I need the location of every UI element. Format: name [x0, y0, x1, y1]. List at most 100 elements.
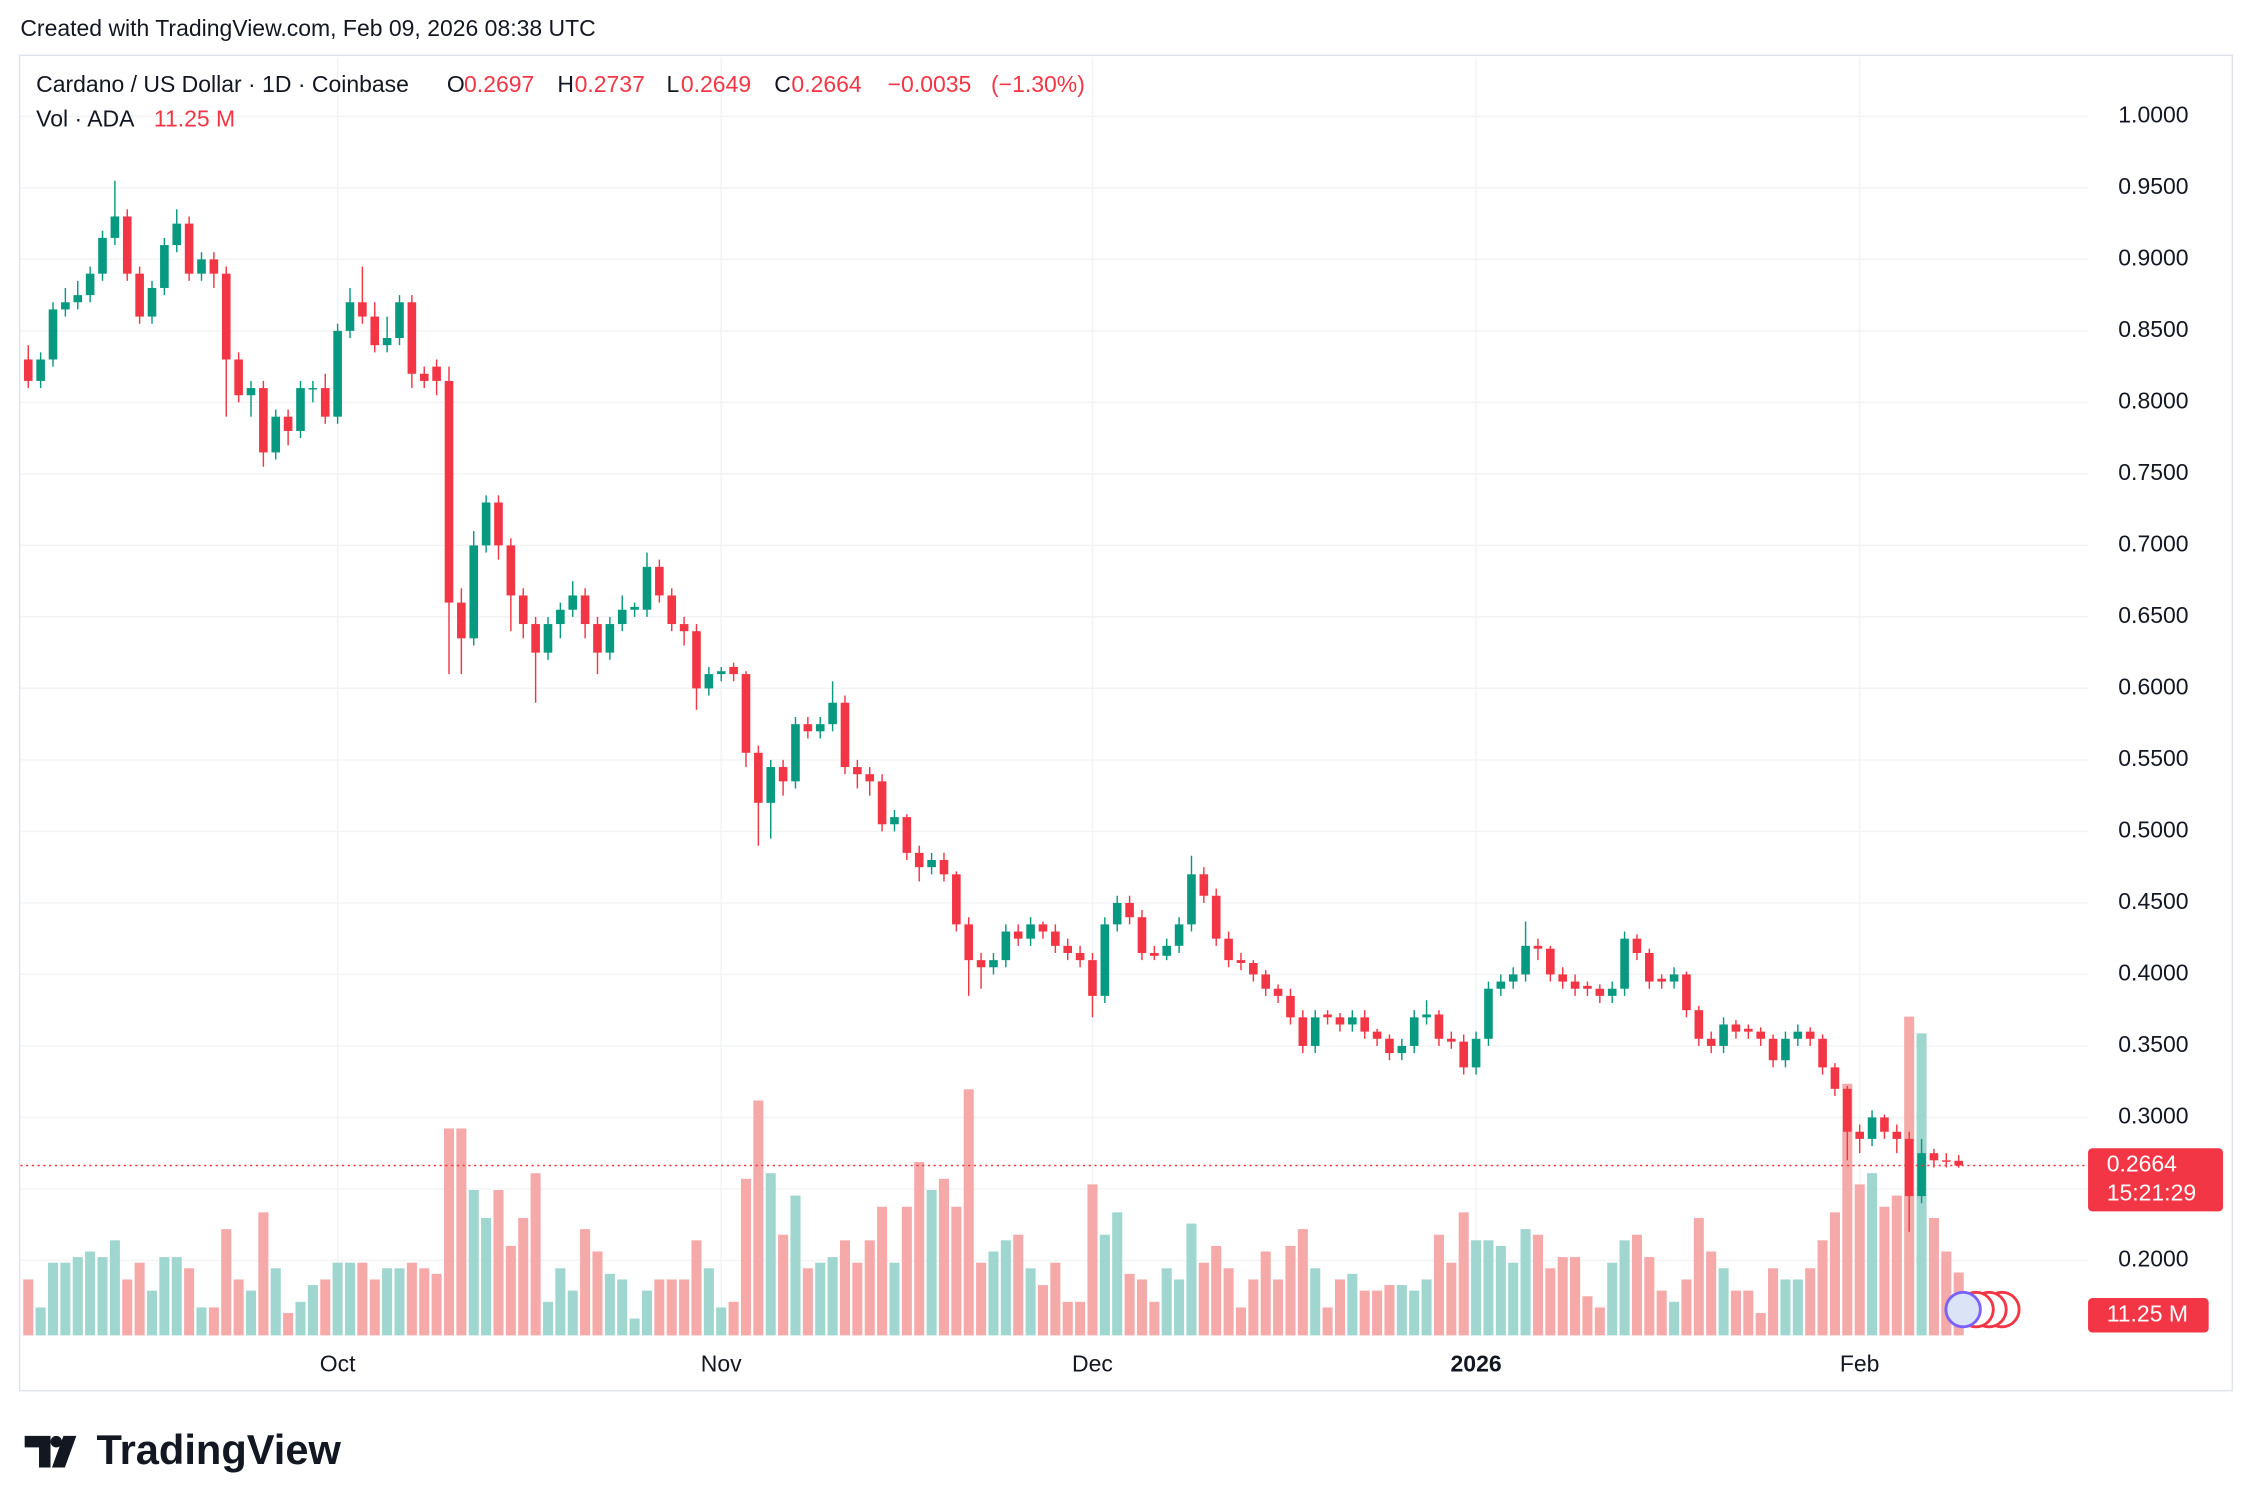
candle-body	[296, 388, 305, 431]
price-pane	[20, 180, 2089, 1232]
candle-body	[1249, 962, 1258, 975]
candle-body	[23, 359, 33, 381]
volume-bar	[468, 1189, 479, 1336]
candle-body	[617, 609, 627, 625]
volume-bar	[1508, 1262, 1519, 1336]
volume-bar	[1594, 1307, 1605, 1336]
candle-body	[469, 545, 479, 639]
candle-body	[1645, 952, 1654, 982]
volume-bar	[283, 1313, 294, 1336]
candle-body	[444, 380, 454, 603]
y-tick-label: 0.8000	[2118, 387, 2188, 413]
candle-body	[345, 302, 355, 331]
volume-bar	[765, 1173, 776, 1336]
y-tick-label: 0.5500	[2118, 745, 2188, 771]
candle-body	[791, 724, 800, 782]
volume-bar	[518, 1217, 529, 1336]
candle-body	[1447, 1038, 1456, 1042]
volume-bar	[1545, 1268, 1556, 1336]
volume-bar	[270, 1268, 281, 1336]
candle-body	[1298, 1017, 1308, 1046]
legend: Cardano / US Dollar · 1D · Coinbase O 0.…	[36, 71, 1085, 131]
candle-body	[395, 302, 404, 339]
y-tick-label: 0.9500	[2118, 173, 2188, 199]
volume-bar	[530, 1173, 541, 1336]
volume-bar	[1743, 1290, 1754, 1336]
volume-bar	[580, 1229, 591, 1336]
candle-body	[655, 566, 664, 596]
volume-bar	[728, 1301, 739, 1336]
candle-body	[1187, 874, 1196, 925]
candle-body	[457, 602, 466, 639]
high-value: 0.2737	[575, 71, 645, 97]
volume-bar	[481, 1217, 492, 1336]
volume-bar	[1829, 1212, 1840, 1336]
candle-body	[556, 609, 565, 625]
volume-bar	[1805, 1268, 1816, 1336]
volume-bar	[1124, 1273, 1135, 1336]
candle-body	[1744, 1028, 1753, 1032]
low-label: L	[667, 71, 680, 97]
volume-bar	[592, 1251, 603, 1336]
candle-body	[1880, 1117, 1889, 1132]
volume-bar	[307, 1285, 318, 1336]
volume-bar	[1867, 1173, 1878, 1336]
candle-body	[209, 259, 219, 274]
volume-bar	[184, 1268, 195, 1336]
candle-body	[1273, 988, 1283, 996]
candle-body	[914, 852, 924, 868]
candle-body	[1570, 981, 1580, 989]
candle-body	[419, 373, 429, 381]
y-tick-label: 0.3000	[2118, 1102, 2188, 1128]
high-label: H	[557, 71, 574, 97]
candle-body	[1013, 931, 1023, 939]
candle-body	[1150, 952, 1159, 956]
candle-body	[568, 595, 578, 610]
volume-bar	[827, 1257, 838, 1336]
candle-body	[1385, 1038, 1394, 1054]
candle-body	[815, 724, 825, 732]
candle-body	[1954, 1160, 1963, 1166]
candle-body	[61, 302, 70, 310]
volume-bar	[1037, 1285, 1048, 1336]
candle-body	[98, 237, 107, 274]
volume-bar	[1347, 1273, 1358, 1336]
volume-bar	[1013, 1234, 1024, 1336]
volume-bar	[963, 1089, 974, 1336]
candle-body	[1335, 1017, 1345, 1025]
y-tick-label: 0.6000	[2118, 673, 2188, 699]
volume-bar	[97, 1257, 108, 1336]
volume-bar	[1223, 1268, 1234, 1336]
candle-body	[1001, 931, 1011, 961]
volume-bar	[1879, 1206, 1890, 1336]
grid	[20, 57, 2089, 1336]
candle-body	[766, 767, 776, 803]
candle-body	[1756, 1031, 1766, 1039]
volume-bar	[542, 1301, 554, 1336]
volume-bar	[320, 1279, 331, 1336]
countdown-label: 15:21:29	[2107, 1179, 2196, 1205]
volume-bar	[344, 1262, 356, 1336]
y-tick-label: 0.5000	[2118, 816, 2188, 842]
candle-body	[828, 702, 837, 725]
volume-bar	[1619, 1240, 1630, 1336]
volume-bar	[1136, 1279, 1147, 1336]
open-label: O	[447, 71, 465, 97]
volume-bar	[1334, 1279, 1345, 1336]
candle-body	[729, 666, 738, 675]
candle-body	[1310, 1017, 1320, 1046]
candle-body	[1075, 952, 1085, 961]
candle-body	[1929, 1153, 1939, 1161]
volume-bar	[1446, 1262, 1457, 1336]
volume-bar	[23, 1279, 34, 1336]
candle-body	[1843, 1088, 1852, 1132]
volume-bar	[1607, 1262, 1618, 1336]
candle-body	[692, 631, 701, 689]
candle-body	[1088, 960, 1097, 996]
volume-bar	[778, 1234, 789, 1336]
candle-body	[593, 624, 602, 653]
candle-body	[1731, 1024, 1741, 1032]
volume-bar	[1248, 1279, 1259, 1336]
candle-body	[642, 566, 652, 610]
volume-bar	[1483, 1240, 1494, 1336]
